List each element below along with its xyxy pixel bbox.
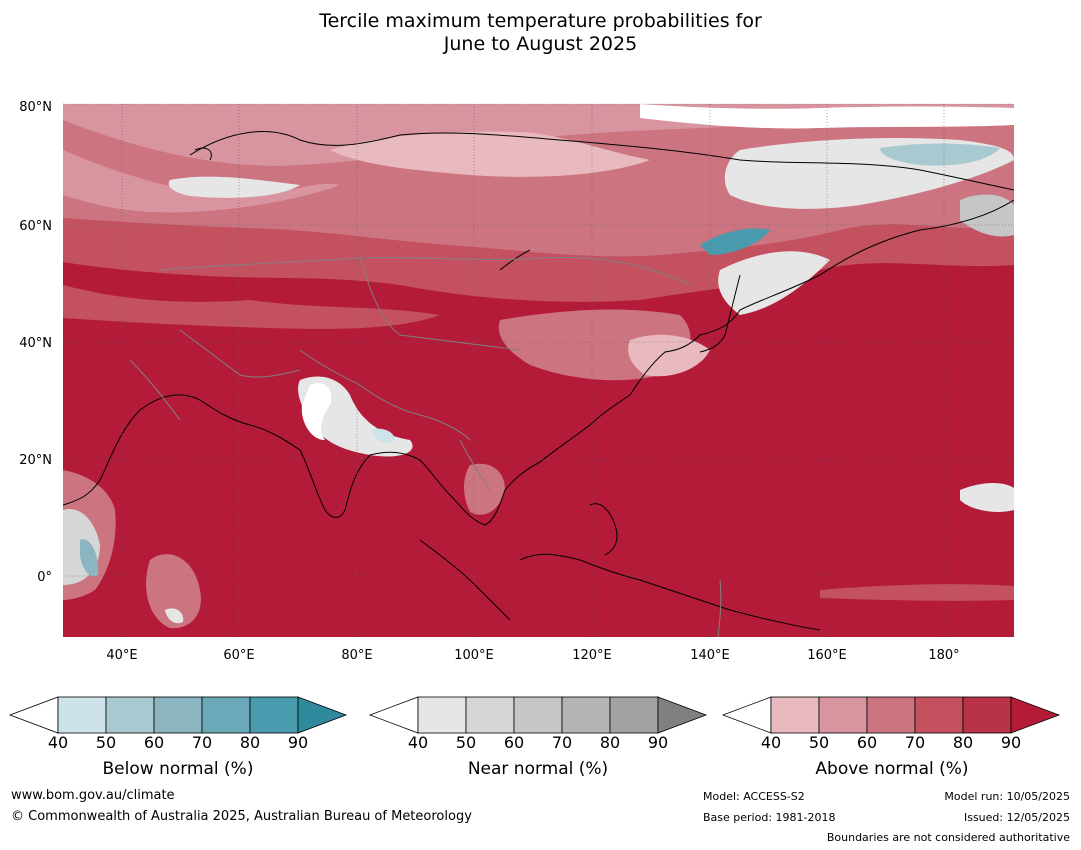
shade-near-kamchatka <box>960 194 1014 237</box>
colorbar-tick-label: 80 <box>953 733 973 752</box>
shade-near-indian-ocean <box>165 608 184 624</box>
colorbar-swatch <box>8 696 59 734</box>
colorbar-tick-label: 90 <box>288 733 308 752</box>
colorbar-tick-label: 70 <box>905 733 925 752</box>
colorbar-tick-label: 90 <box>648 733 668 752</box>
colorbar-swatch <box>105 696 155 734</box>
shade-above-40-siberia <box>330 131 650 177</box>
colorbar-near: 40 50 60 70 80 90 <box>368 696 708 752</box>
colorbar-swatch <box>1010 696 1061 734</box>
colorbar-swatch <box>417 696 467 734</box>
colorbar-label-above: Above normal (%) <box>815 759 969 779</box>
colorbar-swatch <box>465 696 515 734</box>
chart-title-line1: Tercile maximum temperature probabilitie… <box>319 10 762 32</box>
lon-label: 60°E <box>223 648 254 663</box>
colorbar-tick-label: 60 <box>504 733 524 752</box>
model-run-text: Model run: 10/05/2025 <box>944 790 1070 803</box>
map-plot-area <box>63 104 1014 637</box>
gridlines <box>63 103 1014 637</box>
colorbar-tick-label: 90 <box>1001 733 1021 752</box>
colorbar-swatch <box>770 696 820 734</box>
colorbar-swatch <box>914 696 964 734</box>
colorbar-tick-label: 70 <box>192 733 212 752</box>
lon-label: 120°E <box>572 648 612 663</box>
colorbar-swatch <box>657 696 708 734</box>
colorbar-swatch <box>201 696 251 734</box>
shade-near-urals <box>168 176 300 198</box>
longitude-labels: 40°E 60°E 80°E 100°E 120°E 140°E 160°E 1… <box>106 648 959 663</box>
shade-white-pakistan <box>301 382 332 440</box>
colorbar-swatch <box>561 696 611 734</box>
colorbar-tick-label: 50 <box>96 733 116 752</box>
colorbar-swatch <box>818 696 868 734</box>
colorbar-label-near: Near normal (%) <box>467 759 609 779</box>
base-period-text: Base period: 1981-2018 <box>703 811 836 824</box>
colorbar-tick-label: 70 <box>552 733 572 752</box>
coastlines <box>63 131 1014 631</box>
colorbar-swatch <box>297 696 348 734</box>
shade-below-africa <box>80 539 99 577</box>
colorbar-above: 40 50 60 70 80 90 <box>721 696 1061 752</box>
colorbar-tick-label: 60 <box>144 733 164 752</box>
model-text: Model: ACCESS-S2 <box>703 790 805 803</box>
colorbar-swatch <box>57 696 107 734</box>
colorbar-tick-label: 50 <box>456 733 476 752</box>
shade-above-70-pacific <box>820 584 1014 601</box>
colorbar-tick-label: 60 <box>857 733 877 752</box>
lat-label: 20°N <box>19 453 52 468</box>
copyright-text: © Commonwealth of Australia 2025, Austra… <box>11 809 472 824</box>
shade-above-70-central <box>63 285 440 329</box>
lat-label: 80°N <box>19 100 52 115</box>
colorbar-swatch <box>609 696 659 734</box>
shade-below-india <box>372 428 395 443</box>
lat-label: 60°N <box>19 219 52 234</box>
colorbar-swatch <box>962 696 1012 734</box>
country-borders <box>129 257 722 637</box>
lat-label: 0° <box>37 570 52 585</box>
lat-label: 40°N <box>19 336 52 351</box>
colorbar-swatch <box>368 696 419 734</box>
colorbar-swatch <box>513 696 563 734</box>
lon-label: 80°E <box>341 648 372 663</box>
colorbar-swatch <box>249 696 299 734</box>
colorbar-below: 40 50 60 70 80 90 <box>8 696 348 752</box>
website-text: www.bom.gov.au/climate <box>11 788 175 803</box>
colorbar-tick-label: 40 <box>408 733 428 752</box>
latitude-labels: 80°N 60°N 40°N 20°N 0° <box>19 100 52 585</box>
lon-label: 180° <box>928 648 959 663</box>
colorbar-swatch <box>721 696 772 734</box>
shade-near-manchuria <box>718 251 830 315</box>
colorbar-tick-label: 40 <box>761 733 781 752</box>
shade-near-pacific <box>960 483 1014 512</box>
colorbars: 40 50 60 70 80 90 40 50 60 70 80 90 40 50 60 70 80 90 <box>8 696 1061 752</box>
chart-title-line2: June to August 2025 <box>443 33 638 55</box>
colorbar-swatch <box>866 696 916 734</box>
colorbar-label-below: Below normal (%) <box>102 759 254 779</box>
shade-above-40-korea <box>628 334 710 377</box>
lon-label: 100°E <box>454 648 494 663</box>
colorbar-tick-label: 80 <box>600 733 620 752</box>
colorbar-tick-label: 40 <box>48 733 68 752</box>
shade-above-50-west <box>63 150 340 213</box>
colorbar-tick-label: 80 <box>240 733 260 752</box>
colorbar-tick-label: 50 <box>809 733 829 752</box>
shade-above-60-indian-ocean <box>146 554 201 629</box>
issued-text: Issued: 12/05/2025 <box>963 811 1070 824</box>
colorbar-swatch <box>153 696 203 734</box>
disclaimer-text: Boundaries are not considered authoritat… <box>826 831 1070 844</box>
lon-label: 40°E <box>106 648 137 663</box>
shade-below-okhotsk <box>700 228 770 255</box>
lon-label: 140°E <box>690 648 730 663</box>
shade-below-chukotka <box>880 143 1000 166</box>
lon-label: 160°E <box>807 648 847 663</box>
